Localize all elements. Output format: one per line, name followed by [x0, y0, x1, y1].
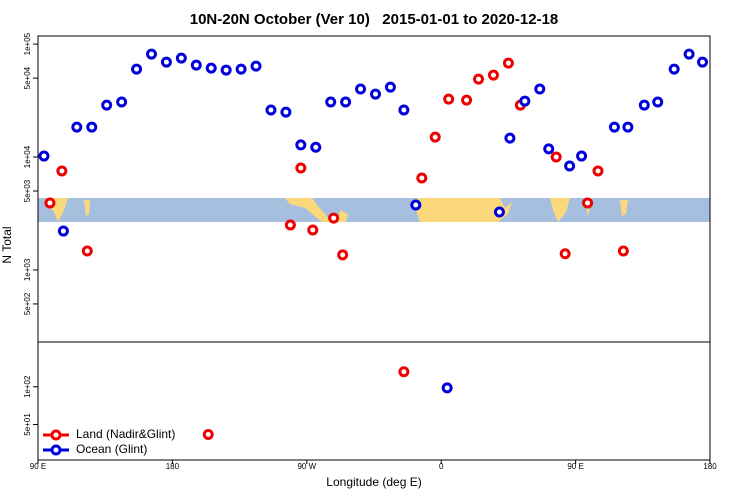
point — [220, 64, 232, 76]
point — [697, 56, 709, 68]
point — [337, 249, 349, 261]
point — [617, 245, 629, 257]
point — [441, 382, 453, 394]
point — [369, 88, 381, 100]
y-tick-label: 5e+02 — [23, 292, 32, 315]
point — [44, 197, 56, 209]
point — [652, 96, 664, 108]
x-axis-label: Longitude (deg E) — [326, 475, 421, 489]
point — [410, 199, 422, 211]
x-tick-label: 0 — [439, 462, 444, 471]
point — [284, 219, 296, 231]
legend-marker — [50, 429, 62, 441]
upper-panel-frame — [37, 35, 711, 343]
point — [429, 131, 441, 143]
point — [534, 83, 546, 95]
point — [473, 73, 485, 85]
point — [280, 106, 292, 118]
point — [81, 245, 93, 257]
point — [340, 96, 352, 108]
point — [310, 141, 322, 153]
point — [56, 165, 68, 177]
point — [592, 165, 604, 177]
point — [86, 121, 98, 133]
point — [398, 104, 410, 116]
point — [190, 59, 202, 71]
point — [265, 104, 277, 116]
point — [38, 150, 50, 162]
point — [487, 69, 499, 81]
point — [398, 366, 410, 378]
x-tick-label: 90 E — [567, 462, 583, 471]
x-tick-label: 90 E — [30, 462, 46, 471]
point — [550, 151, 562, 163]
point — [250, 60, 262, 72]
legend-label: Ocean (Glint) — [76, 442, 147, 456]
x-tick-label: 180 — [703, 462, 717, 471]
point — [564, 160, 576, 172]
map-strip — [38, 198, 710, 222]
chart-title: 10N-20N October (Ver 10) 2015-01-01 to 2… — [190, 11, 559, 28]
point — [582, 197, 594, 209]
x-tick-label: 180 — [166, 462, 180, 471]
point — [307, 224, 319, 236]
point — [622, 121, 634, 133]
point — [202, 428, 214, 440]
point — [668, 63, 680, 75]
point — [325, 96, 337, 108]
point — [116, 96, 128, 108]
point — [57, 225, 69, 237]
point — [101, 99, 113, 111]
y-tick-label: 1e+05 — [23, 32, 32, 55]
y-tick-label: 1e+02 — [23, 375, 32, 398]
lower-panel-frame — [37, 341, 711, 461]
point — [576, 150, 588, 162]
point — [295, 162, 307, 174]
point — [145, 48, 157, 60]
point — [328, 212, 340, 224]
x-tick-label: 90 W — [297, 462, 316, 471]
point — [519, 95, 531, 107]
point — [355, 83, 367, 95]
point — [235, 63, 247, 75]
point — [638, 99, 650, 111]
y-axis-label: N Total — [0, 226, 14, 263]
point — [205, 62, 217, 74]
point — [160, 56, 172, 68]
point — [131, 63, 143, 75]
point — [559, 248, 571, 260]
point — [384, 81, 396, 93]
point — [608, 121, 620, 133]
point — [683, 48, 695, 60]
point — [175, 52, 187, 64]
point — [71, 121, 83, 133]
point — [295, 139, 307, 151]
y-tick-label: 5e+04 — [23, 66, 32, 89]
point — [502, 57, 514, 69]
y-tick-label: 5e+01 — [23, 413, 32, 436]
y-tick-label: 1e+04 — [23, 145, 32, 168]
point — [416, 172, 428, 184]
legend-label: Land (Nadir&Glint) — [76, 427, 175, 441]
point — [493, 206, 505, 218]
y-tick-label: 1e+03 — [23, 258, 32, 281]
point — [461, 94, 473, 106]
point — [504, 132, 516, 144]
y-tick-label: 5e+03 — [23, 179, 32, 202]
legend-marker — [50, 444, 62, 456]
point — [543, 143, 555, 155]
point — [443, 93, 455, 105]
